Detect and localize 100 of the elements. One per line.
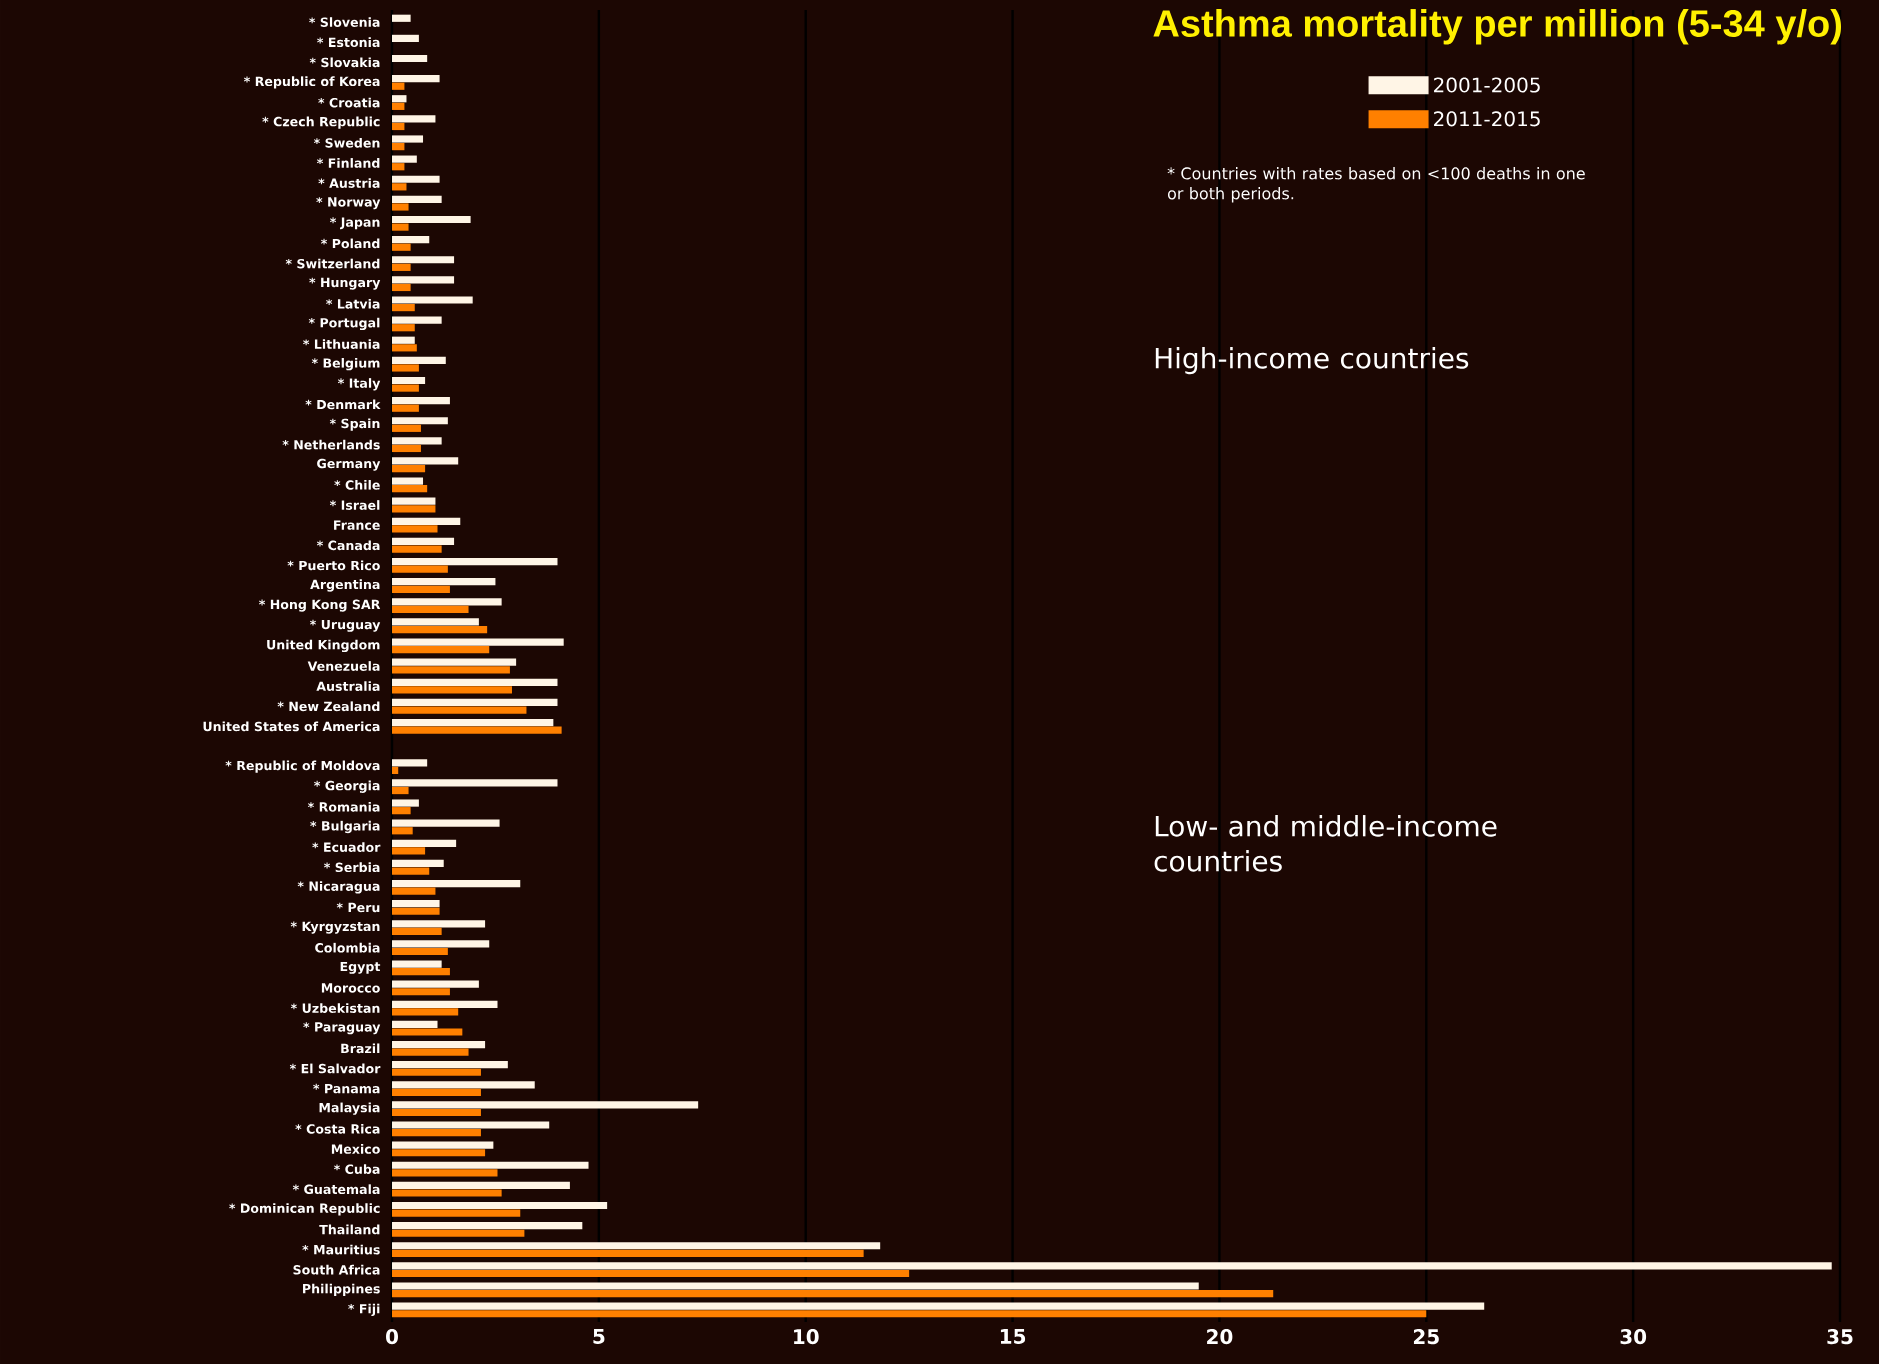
bar xyxy=(392,1249,864,1257)
y-tick-label: * Slovenia xyxy=(309,17,380,27)
bar xyxy=(392,678,558,686)
bar xyxy=(392,839,457,847)
y-tick-label: * Sweden xyxy=(313,137,380,148)
bar xyxy=(392,195,442,203)
y-tick-label: * Latvia xyxy=(326,298,380,309)
y-tick-label: * Ecuador xyxy=(312,842,381,852)
bar xyxy=(392,988,450,996)
y-tick-label: * Croatia xyxy=(318,97,380,108)
y-tick-label: Argentina xyxy=(310,579,380,592)
y-tick-label: Mexico xyxy=(331,1144,380,1154)
bar xyxy=(392,404,419,412)
y-tick-label: Brazil xyxy=(341,1043,380,1054)
x-tick-label: 20 xyxy=(1207,1329,1233,1345)
y-tick-label: United States of America xyxy=(203,721,380,732)
annotation: * Countries with rates based on <100 deaths in one or both periods. xyxy=(1167,167,1585,203)
bar xyxy=(392,1020,438,1029)
bar xyxy=(392,82,405,90)
y-tick-label: * Kyrgyzstan xyxy=(290,921,380,934)
bar xyxy=(392,726,562,734)
bar xyxy=(392,907,440,915)
bar xyxy=(392,497,436,505)
x-tick-label: 10 xyxy=(794,1329,819,1345)
y-tick-label: * Lithuania xyxy=(303,339,380,349)
bar xyxy=(392,517,461,525)
bar xyxy=(392,437,442,445)
bar xyxy=(392,203,409,211)
bar xyxy=(392,1048,469,1056)
bar xyxy=(392,1161,589,1169)
y-tick-label: South Africa xyxy=(293,1264,380,1275)
bar xyxy=(392,1068,481,1076)
bar xyxy=(392,625,488,634)
bar xyxy=(392,243,411,251)
bar xyxy=(392,927,442,935)
bar xyxy=(392,605,469,614)
y-tick-label: * Norway xyxy=(316,197,381,210)
bar xyxy=(392,1169,498,1177)
bar xyxy=(392,256,455,264)
bar xyxy=(392,102,405,110)
bar xyxy=(392,356,446,364)
legend-label: 2001-2005 xyxy=(1434,77,1540,93)
y-tick-label: Egypt xyxy=(340,961,381,974)
y-tick-label: * Spain xyxy=(329,418,380,431)
bar xyxy=(392,578,496,586)
bar xyxy=(392,960,442,968)
y-tick-label: * Dominican Republic xyxy=(229,1203,380,1216)
bar xyxy=(392,1000,498,1008)
bar xyxy=(392,1282,1199,1290)
y-tick-label: * Finland xyxy=(316,158,380,168)
bar xyxy=(392,303,415,312)
y-tick-label: Venezuela xyxy=(307,661,380,671)
y-tick-label: * Costa Rica xyxy=(295,1123,380,1134)
bar xyxy=(392,827,413,835)
bar xyxy=(392,666,510,674)
y-tick-label: France xyxy=(334,520,380,530)
bar xyxy=(392,1222,583,1230)
y-tick-label: * Serbia xyxy=(324,862,380,873)
bar xyxy=(392,1108,481,1117)
bar xyxy=(392,859,444,868)
y-tick-label: * Estonia xyxy=(317,37,380,48)
y-tick-label: Colombia xyxy=(315,942,380,953)
bar xyxy=(392,766,399,775)
bar xyxy=(392,646,490,654)
y-tick-label: * Slovakia xyxy=(309,57,380,68)
bar xyxy=(392,424,421,432)
bar xyxy=(392,276,455,284)
y-tick-label: * Peru xyxy=(336,902,380,913)
y-tick-label: * Italy xyxy=(337,378,381,391)
bar xyxy=(392,163,405,171)
bar xyxy=(392,364,419,372)
bar xyxy=(392,819,500,827)
y-tick-label: * Belgium xyxy=(311,358,380,371)
y-tick-label: United Kingdom xyxy=(267,639,380,653)
bar xyxy=(392,1229,525,1237)
y-tick-label: * Switzerland xyxy=(285,258,380,269)
y-tick-label: * Fiji xyxy=(348,1303,380,1317)
y-tick-label: * Czech Republic xyxy=(262,116,380,129)
annotation: Low- and middle-income countries xyxy=(1154,815,1497,872)
bar xyxy=(392,143,405,151)
bar xyxy=(392,900,440,908)
x-tick-label: 35 xyxy=(1827,1329,1853,1345)
bar xyxy=(392,1262,1832,1270)
y-tick-label: * Austria xyxy=(318,178,380,188)
y-tick-label: * Netherlands xyxy=(282,439,380,450)
bar xyxy=(392,464,426,473)
bar xyxy=(392,1189,502,1197)
chart-title: Asthma mortality per million (5-34 y/o) xyxy=(1153,9,1842,45)
y-tick-label: * Nicaragua xyxy=(297,881,380,894)
bar xyxy=(392,565,448,573)
bar xyxy=(392,1028,463,1036)
bar xyxy=(392,1121,550,1129)
bar xyxy=(392,638,564,646)
annotation: High-income countries xyxy=(1155,347,1469,375)
bar xyxy=(392,34,419,42)
bar xyxy=(392,879,521,888)
bar xyxy=(392,940,490,948)
bar xyxy=(392,1310,1427,1318)
y-tick-label: * Mauritius xyxy=(302,1244,380,1255)
bar xyxy=(392,847,426,855)
